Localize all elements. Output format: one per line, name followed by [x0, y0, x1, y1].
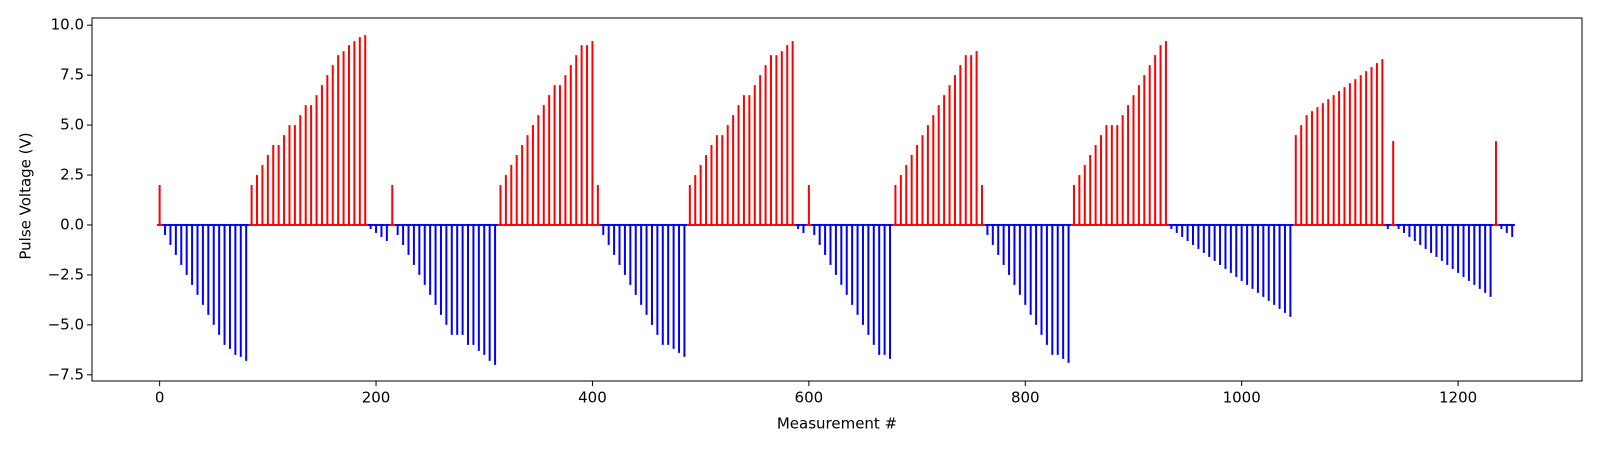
- y-tick-label: −5.0: [48, 315, 84, 333]
- x-tick-label: 1200: [1439, 389, 1477, 407]
- y-tick-label: −7.5: [48, 365, 84, 383]
- y-tick-label: 7.5: [60, 66, 84, 84]
- y-tick-label: −2.5: [48, 265, 84, 283]
- x-axis-label: Measurement #: [777, 415, 897, 433]
- x-tick-label: 1000: [1223, 389, 1261, 407]
- y-tick-label: 0.0: [60, 215, 84, 233]
- y-tick-label: 10.0: [51, 16, 84, 34]
- x-tick-label: 600: [795, 389, 824, 407]
- x-tick-label: 400: [578, 389, 607, 407]
- y-axis-label: Pulse Voltage (V): [17, 132, 35, 259]
- x-tick-label: 0: [155, 389, 165, 407]
- plot-frame: [91, 17, 1583, 382]
- y-tick-label: 5.0: [60, 116, 84, 134]
- x-tick-label: 200: [362, 389, 391, 407]
- y-tick-label: 2.5: [60, 166, 84, 184]
- x-tick-label: 800: [1011, 389, 1040, 407]
